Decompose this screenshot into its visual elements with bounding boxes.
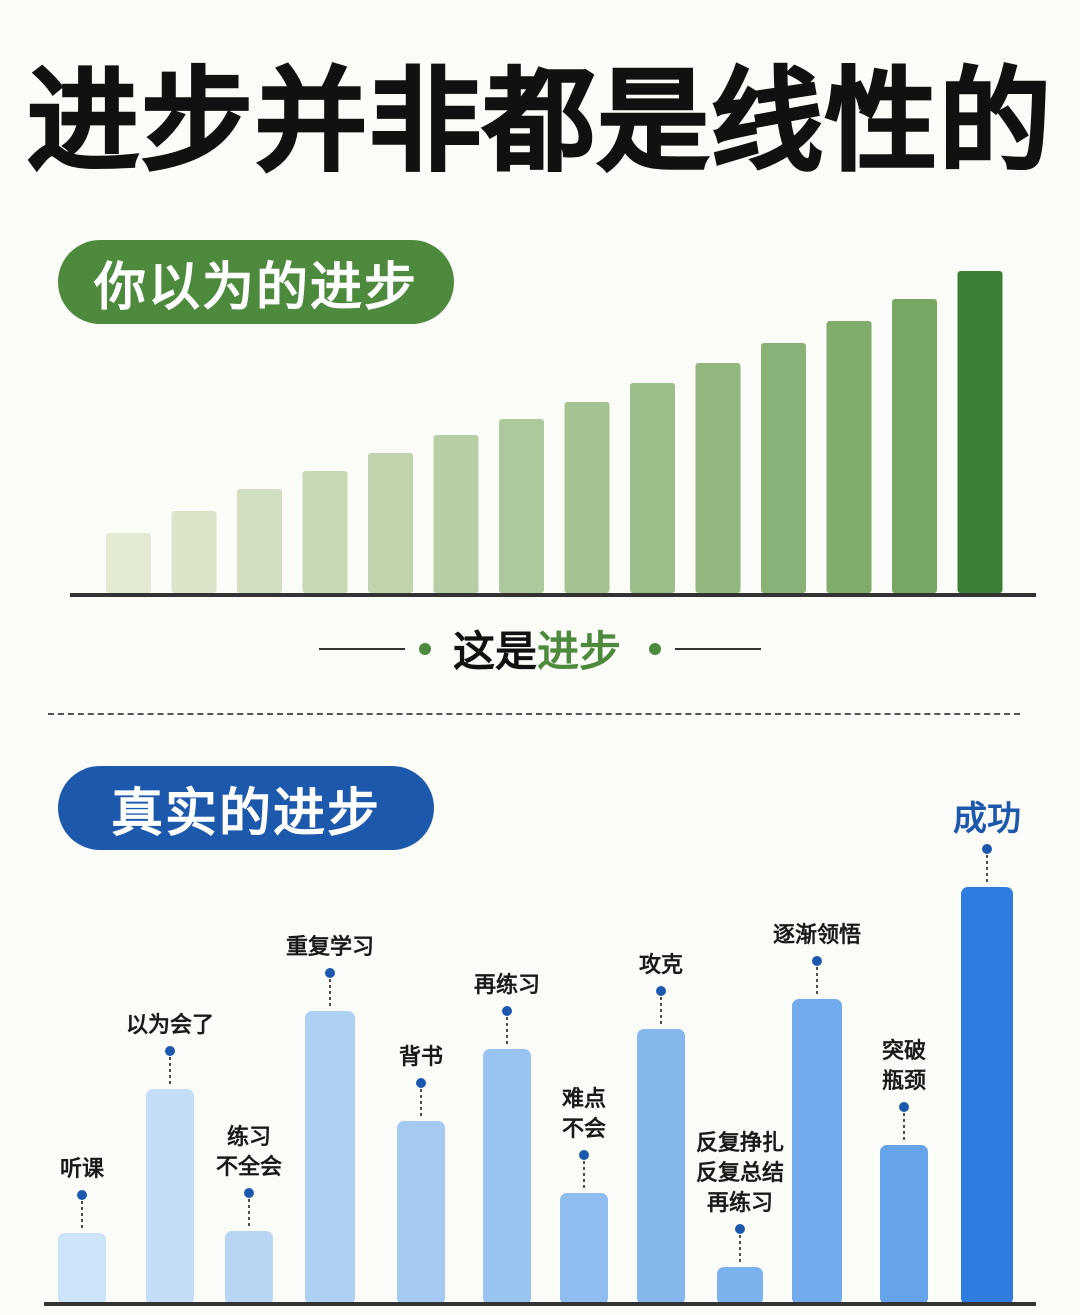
expected-bar-12: [826, 321, 872, 593]
expected-bar-4: [302, 471, 348, 593]
real-bar-10: [792, 999, 842, 1305]
real-dot-8: [656, 986, 666, 996]
real-label-12: 成功: [953, 799, 1021, 839]
real-bar-11: [880, 1145, 928, 1305]
real-dot-9: [735, 1224, 745, 1234]
real-bar-8: [637, 1029, 685, 1305]
real-bar-1: [58, 1233, 106, 1305]
real-dot-10: [812, 956, 822, 966]
real-label-7: 难点 不会: [561, 1087, 607, 1142]
expected-progress-chart: [70, 271, 1036, 597]
real-dot-1: [77, 1190, 87, 1200]
real-bar-12: [961, 887, 1013, 1305]
expected-bar-8: [564, 402, 610, 593]
real-bar-6: [483, 1049, 531, 1305]
expected-bar-13: [892, 299, 937, 593]
expected-bar-6: [433, 435, 479, 593]
section-divider: [48, 713, 1020, 715]
real-dot-5: [416, 1078, 426, 1088]
real-label-8: 攻克: [638, 953, 684, 978]
real-dot-6: [502, 1006, 512, 1016]
real-bar-9: [717, 1267, 763, 1305]
real-label-9: 反复挣扎 反复总结 再练习: [695, 1131, 785, 1216]
expected-bar-14: [957, 271, 1003, 593]
real-bar-5: [397, 1121, 445, 1305]
real-label-3: 练习 不全会: [215, 1125, 283, 1180]
real-label-6: 再练习: [473, 973, 541, 998]
caption-text-2: 进步: [537, 627, 622, 676]
expected-bar-9: [630, 383, 675, 593]
real-label-1: 听课: [59, 1157, 105, 1182]
real-label-11: 突破 瓶颈: [881, 1039, 927, 1094]
real-dot-11: [899, 1102, 909, 1112]
real-dot-4: [325, 968, 335, 978]
real-dot-3: [244, 1188, 254, 1198]
real-label-5: 背书: [398, 1045, 444, 1070]
caption-text-1: 这是: [452, 627, 537, 676]
expected-bar-2: [171, 511, 217, 593]
expected-bar-7: [499, 419, 544, 593]
real-bar-4: [305, 1011, 355, 1305]
real-bar-3: [225, 1231, 273, 1305]
expected-bar-11: [761, 343, 806, 593]
real-dot-12: [982, 844, 992, 854]
real-label-4: 重复学习: [285, 935, 375, 960]
caption-line-right: [675, 647, 762, 650]
real-label-10: 逐渐领悟: [772, 923, 862, 948]
caption-dot-right: [649, 642, 662, 655]
real-dot-2: [165, 1046, 175, 1056]
expected-bar-3: [237, 489, 282, 593]
real-progress-pill: 真实的进步: [58, 766, 434, 850]
expected-progress-pill: 你以为的进步: [58, 240, 454, 324]
real-bar-7: [560, 1193, 608, 1305]
real-label-2: 以为会了: [125, 1013, 215, 1038]
real-dot-7: [579, 1150, 589, 1160]
expected-bar-1: [106, 533, 151, 593]
expected-bar-5: [368, 453, 413, 593]
caption: 这是 进步: [0, 618, 1080, 679]
caption-dot-left: [418, 642, 431, 655]
caption-line-left: [318, 647, 405, 650]
real-bar-2: [146, 1089, 194, 1305]
page-title: 进步并非都是线性的: [26, 56, 1053, 188]
expected-bar-10: [695, 363, 741, 593]
